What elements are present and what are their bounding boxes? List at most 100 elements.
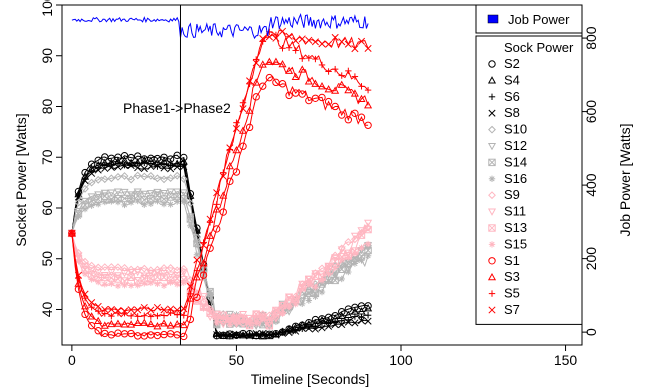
point-S3 [120, 320, 129, 328]
series-line-S8 [71, 164, 369, 337]
legend-marker-S15 [488, 241, 496, 248]
legend-label-S15: S15 [504, 236, 527, 251]
point-S2 [364, 302, 372, 310]
point-S10 [146, 171, 155, 180]
point-S12 [298, 297, 307, 306]
point-S11 [146, 270, 155, 278]
point-S16 [154, 198, 161, 205]
point-S5 [160, 312, 168, 319]
point-S5 [305, 54, 313, 62]
point-S8 [140, 165, 148, 173]
point-S10 [179, 175, 188, 183]
point-S15 [206, 306, 214, 314]
point-S3 [113, 319, 122, 327]
point-S3 [278, 59, 287, 68]
point-S1 [298, 90, 306, 98]
left-y-tick-label: 80 [39, 98, 55, 114]
point-S6 [147, 160, 155, 167]
point-S8 [252, 330, 260, 338]
legend-marker-S8 [488, 109, 496, 117]
legend-marker-S11 [487, 208, 497, 216]
point-S8 [246, 332, 254, 340]
sock-power-legend-title: Sock Power [504, 40, 574, 55]
point-S7 [167, 305, 175, 313]
point-S3 [291, 72, 300, 80]
point-S12 [94, 191, 103, 199]
point-S10 [114, 172, 122, 181]
point-S11 [120, 269, 129, 278]
point-S7 [114, 306, 122, 315]
point-S1 [127, 329, 135, 338]
plot-area [67, 5, 373, 345]
point-S9 [160, 264, 168, 272]
point-S16 [345, 268, 352, 276]
x-tick-label: 50 [229, 352, 245, 368]
point-S3 [317, 82, 327, 90]
point-S3 [192, 273, 201, 281]
point-S15 [358, 244, 365, 251]
legend-label-S11: S11 [504, 204, 526, 219]
point-S16 [160, 200, 168, 208]
point-S14 [166, 193, 175, 201]
legend-label-S13: S13 [504, 220, 527, 235]
point-S1 [193, 293, 201, 301]
point-S8 [88, 169, 96, 177]
point-S1 [199, 271, 208, 279]
point-S11 [87, 267, 96, 275]
point-S15 [220, 314, 227, 321]
point-S5 [279, 45, 286, 52]
point-S16 [134, 197, 141, 205]
legend-marker-S16 [488, 175, 496, 182]
point-S12 [140, 190, 149, 199]
point-S7 [278, 27, 287, 35]
legend-marker-S4 [487, 76, 497, 84]
point-S16 [95, 200, 102, 208]
point-S1 [338, 111, 346, 119]
point-S11 [337, 246, 346, 254]
point-S3 [219, 191, 228, 199]
point-S8 [357, 317, 366, 325]
point-S12 [107, 189, 116, 197]
point-S4 [364, 304, 373, 312]
left-y-axis-title: Socket Power [Watts] [13, 113, 29, 246]
point-S10 [127, 175, 136, 184]
point-S5 [364, 86, 372, 94]
point-S7 [357, 37, 366, 45]
point-S11 [80, 262, 90, 270]
point-S1 [87, 321, 96, 330]
point-S15 [312, 284, 319, 291]
left-y-tick-label: 40 [39, 301, 55, 317]
point-S8 [81, 177, 89, 185]
point-S7 [94, 302, 102, 310]
point-S7 [325, 40, 333, 48]
point-S8 [173, 163, 181, 171]
point-S16 [351, 260, 359, 267]
point-S5 [173, 311, 181, 318]
point-S16 [312, 293, 319, 300]
point-S15 [239, 317, 247, 325]
point-S10 [74, 198, 83, 207]
legend-label-S16: S16 [504, 171, 527, 186]
point-S15 [292, 300, 299, 308]
point-S1 [357, 113, 366, 121]
point-S10 [344, 260, 353, 269]
point-S1 [81, 310, 89, 319]
point-S8 [318, 324, 326, 332]
left-y-tick-label: 50 [39, 251, 55, 267]
point-S16 [88, 202, 95, 209]
point-S15 [160, 282, 168, 289]
point-S8 [226, 330, 234, 338]
right-y-tick-label: 800 [583, 26, 599, 50]
point-S6 [134, 159, 141, 167]
point-S7 [364, 44, 372, 53]
point-S1 [278, 80, 287, 88]
point-S1 [232, 168, 241, 176]
point-S7 [153, 303, 161, 312]
point-S7 [272, 34, 280, 42]
legend-label-S1: S1 [504, 253, 520, 268]
point-S7 [199, 241, 208, 249]
x-tick-label: 150 [554, 352, 578, 368]
point-S5 [325, 68, 332, 75]
legend-marker-S3 [487, 272, 497, 281]
